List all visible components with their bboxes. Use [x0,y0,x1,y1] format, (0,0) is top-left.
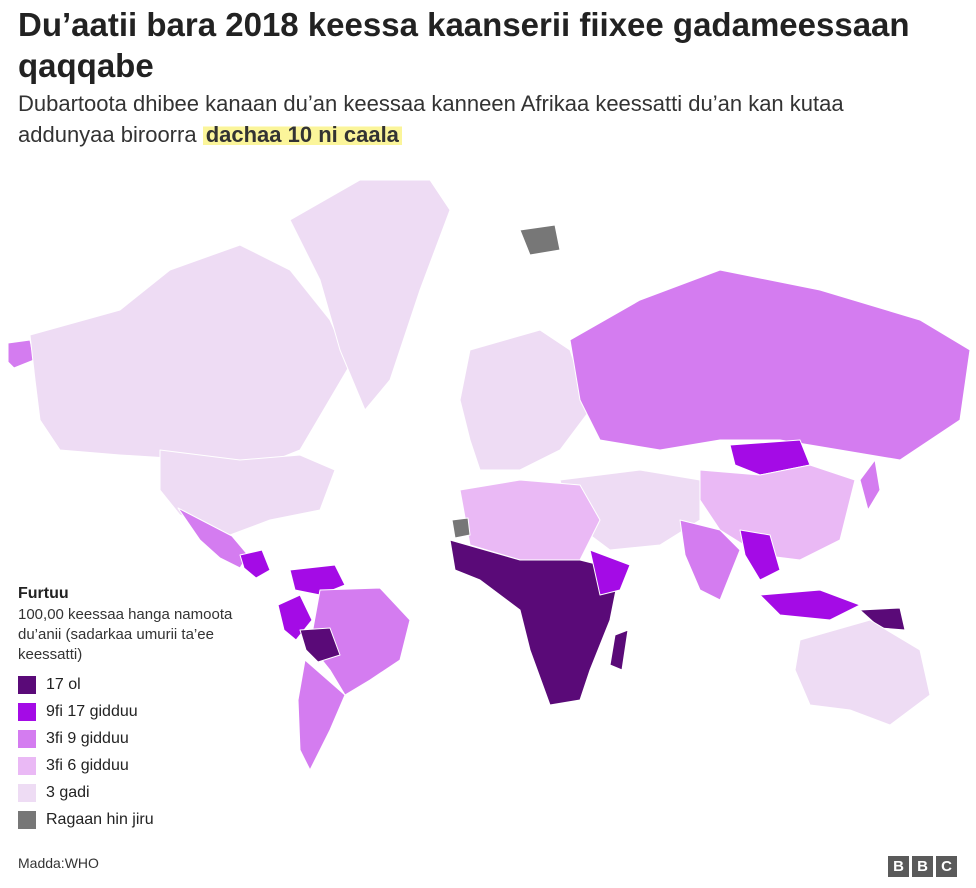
region-bolivia [299,627,341,663]
legend-item: 3fi 6 gidduu [18,752,278,779]
legend-label: 17 ol [46,675,81,693]
map-legend: Furtuu 100,00 keessaa hanga namoota du’a… [18,583,278,833]
region-alaska [7,339,35,369]
region-madagascar [609,629,629,671]
world-map [7,179,971,771]
region-japan [859,459,881,511]
region-canada [29,244,351,471]
legend-label: 3fi 6 gidduu [46,756,129,774]
region-china [699,464,856,561]
subtitle-text: Dubartoota dhibee kanaan du’an keessaa k… [18,91,844,147]
legend-item: Ragaan hin jiru [18,806,278,833]
chart-subtitle: Dubartoota dhibee kanaan du’an keessaa k… [18,88,918,150]
region-central-america [239,549,271,579]
subtitle-highlight: dachaa 10 ni caala [202,122,402,147]
region-horn-of-africa [589,549,631,596]
legend-item: 3 gadi [18,779,278,806]
legend-item: 3fi 9 gidduu [18,725,278,752]
legend-swatch [18,702,36,721]
region-mexico [177,507,249,569]
region-southern-cone [297,659,346,771]
source-note: Madda:WHO [18,855,99,871]
bbc-logo-letter: C [936,856,957,877]
legend-swatch [18,675,36,694]
region-north-africa [459,479,601,561]
legend-swatch [18,810,36,829]
legend-description: 100,00 keessaa hanga namoota du’anii (sa… [18,606,233,663]
region-europe [459,329,591,471]
legend-label: 9fi 17 gidduu [46,702,138,720]
legend-item: 9fi 17 gidduu [18,698,278,725]
bbc-logo-letter: B [888,856,909,877]
region-svalbard [519,224,561,256]
region-indonesia [759,589,861,621]
chart-title: Du’aatii bara 2018 keessa kaanserii fiix… [18,6,910,84]
legend-label: 3 gadi [46,783,90,801]
bbc-logo: B B C [888,856,957,877]
region-india [679,519,741,601]
legend-swatch [18,756,36,775]
region-western-sahara [451,517,471,539]
legend-title: Furtuu [18,585,69,602]
legend-label: Ragaan hin jiru [46,810,154,828]
bbc-logo-letter: B [912,856,933,877]
legend-label: 3fi 9 gidduu [46,729,129,747]
region-usa [159,449,336,536]
region-russia [569,269,971,461]
region-southeast-asia [739,529,781,581]
legend-swatch [18,783,36,802]
region-greenland [289,179,451,411]
region-sub-saharan-africa [449,539,621,706]
legend-item: 17 ol [18,671,278,698]
region-australia [794,619,931,726]
legend-swatch [18,729,36,748]
